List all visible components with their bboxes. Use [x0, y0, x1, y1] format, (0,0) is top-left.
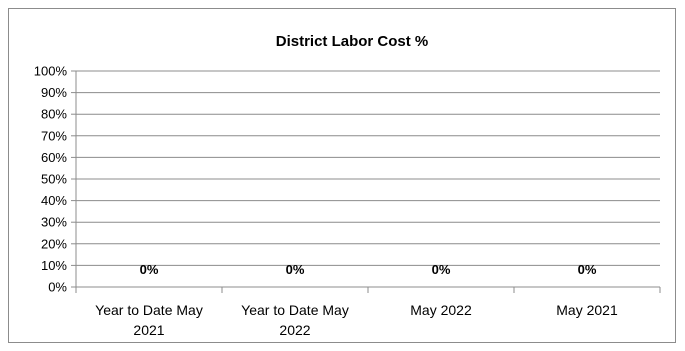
x-tick-label: Year to Date May 2021: [95, 302, 203, 338]
y-tick-label: 30%: [41, 215, 67, 230]
y-tick-label: 40%: [41, 193, 67, 208]
y-tick-label: 50%: [41, 172, 67, 187]
x-tick-label: May 2022: [410, 302, 472, 318]
y-tick-label: 90%: [41, 85, 67, 100]
y-tick-label: 70%: [41, 128, 67, 143]
data-label: 0%: [432, 262, 451, 277]
data-labels: 0% 0% 0% 0%: [140, 262, 597, 277]
gridlines: [76, 70, 660, 266]
y-tick-label: 10%: [41, 258, 67, 273]
y-tick-label: 100%: [34, 64, 68, 79]
x-tick-label: Year to Date May 2022: [241, 302, 349, 338]
x-tick-label: May 2021: [556, 302, 618, 318]
chart-title: District Labor Cost %: [276, 33, 429, 50]
y-axis: 0% 10% 20% 30% 40% 50% 60% 70% 80% 90% 100%: [34, 64, 77, 295]
y-tick-label: 80%: [41, 107, 67, 122]
y-tick-label: 20%: [41, 236, 67, 251]
data-label: 0%: [286, 262, 305, 277]
data-label: 0%: [578, 262, 597, 277]
x-axis: Year to Date May 2021 Year to Date May 2022…: [75, 286, 661, 338]
y-tick-label: 0%: [48, 280, 67, 295]
data-label: 0%: [140, 262, 159, 277]
y-tick-label: 60%: [41, 150, 67, 165]
